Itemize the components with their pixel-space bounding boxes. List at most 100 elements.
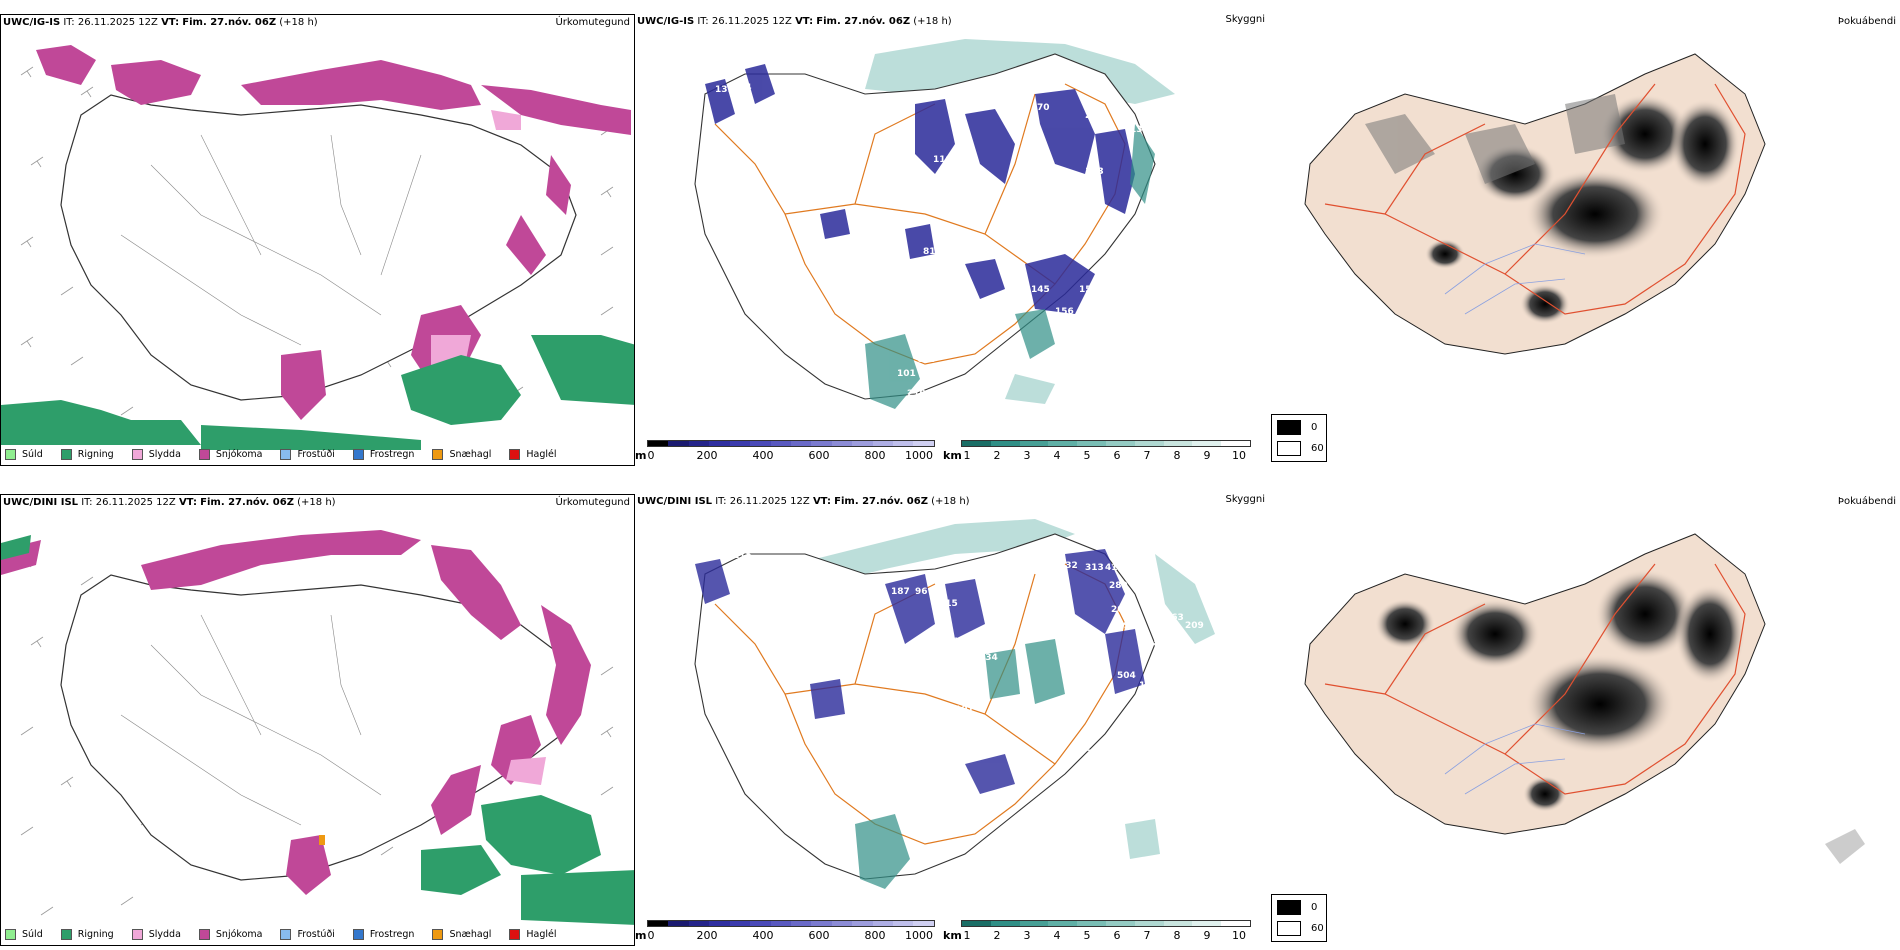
- panel-header: UWC/DINI ISL IT: 26.11.2025 12Z VT: Fim.…: [3, 497, 336, 508]
- panel-header: UWC/DINI ISL IT: 26.11.2025 12Z VT: Fim.…: [637, 496, 970, 507]
- panel-precip-type-bottom: UWC/DINI ISL IT: 26.11.2025 12Z VT: Fim.…: [0, 494, 635, 946]
- vis-areas: [855, 639, 1065, 889]
- ceiling-label: 82: [897, 155, 910, 165]
- it-label: IT:: [81, 497, 93, 508]
- rain-areas: [1, 535, 634, 925]
- panel-precip-type-top: UWC/IG-IS IT: 26.11.2025 12Z VT: Fim. 27…: [0, 14, 635, 466]
- precip-map-top: [1, 45, 634, 450]
- visibility-tick: 9: [1203, 929, 1211, 942]
- lead-time: (+18 h): [913, 16, 952, 27]
- legend-swatch: [5, 929, 16, 940]
- legend-swatch: [60, 929, 72, 940]
- lead-time: (+18 h): [931, 496, 970, 507]
- ceiling-tick: 800: [864, 929, 886, 942]
- fog-swatch-dark: [1277, 420, 1301, 435]
- ceiling-label: 198: [1127, 775, 1146, 785]
- ceiling-label: 118: [795, 661, 814, 671]
- ceiling-label: 291: [917, 877, 936, 887]
- ceiling-label: 148: [1083, 299, 1102, 309]
- visibility-tick: 7: [1143, 929, 1151, 942]
- legend-swatch: [509, 449, 521, 460]
- ceiling-label: 146: [1161, 715, 1180, 725]
- ceiling-label: 189: [1111, 621, 1130, 631]
- ceiling-label: 123: [1053, 333, 1072, 343]
- ceiling-label: 35: [951, 169, 964, 179]
- model-name: UWC/DINI ISL: [3, 497, 79, 508]
- ceiling-bar: [647, 920, 935, 927]
- it-label: IT:: [715, 496, 727, 507]
- visibility-tick: 2: [993, 929, 1001, 942]
- ceiling-label: 81: [923, 247, 936, 257]
- ceiling-label: 247: [961, 673, 980, 683]
- ceiling-label: 83: [1133, 241, 1146, 251]
- hail-areas: [319, 835, 325, 845]
- visibility-bar: [961, 920, 1251, 927]
- ceiling-label: 226: [1043, 543, 1062, 553]
- ceiling-label: 137: [1147, 687, 1166, 697]
- ceiling-label: 14: [739, 83, 752, 93]
- ceiling-tick: 200: [696, 929, 718, 942]
- ceiling-label: 210: [907, 389, 926, 399]
- ceiling-label: 262: [1069, 789, 1088, 799]
- valid-time: Fim. 27.nóv. 06Z: [816, 16, 911, 27]
- panel-header: UWC/IG-IS IT: 26.11.2025 12Z VT: Fim. 27…: [637, 16, 952, 27]
- ceiling-label: 156: [1055, 307, 1074, 317]
- ceiling-unit: m: [635, 929, 647, 942]
- visibility-tick: 8: [1173, 929, 1181, 942]
- vt-label: VT:: [812, 496, 831, 507]
- visibility-tick: 10: [1232, 449, 1246, 462]
- ceiling-colorbar: m 0 200 400 600 800 1000: [635, 920, 935, 944]
- legend-item: Slydda: [131, 449, 181, 460]
- visibility-tick: 9: [1203, 449, 1211, 462]
- ceiling-label: 616: [917, 355, 936, 365]
- panel-fog-top: Þokuábendi 0 60: [1265, 14, 1900, 466]
- ceiling-label: 299: [1073, 807, 1092, 817]
- legend-swatch: [131, 929, 143, 940]
- ceiling-label: 70: [1037, 103, 1050, 113]
- visibility-tick: 3: [1023, 929, 1031, 942]
- ceiling-label: 101: [923, 635, 942, 645]
- legend-item: Haglél: [509, 929, 557, 940]
- valid-time: Fim. 27.nóv. 06Z: [834, 496, 928, 507]
- ceiling-label: 504: [1117, 671, 1136, 681]
- ceiling-label: 242: [1081, 645, 1100, 655]
- vis-areas: [865, 124, 1155, 409]
- ceiling-label: 118: [811, 265, 830, 275]
- ceiling-tick: 400: [752, 929, 774, 942]
- legend-item: Snjókoma: [198, 449, 262, 460]
- ceiling-label: 248: [977, 637, 996, 647]
- iceland-outline: [694, 533, 1156, 880]
- init-time: 26.11.2025 12Z: [729, 496, 810, 507]
- legend-item: Frostregn: [352, 929, 414, 940]
- vt-label: VT:: [161, 17, 180, 28]
- fog-map-bottom: [1304, 533, 1865, 864]
- ceiling-label: 123: [1085, 167, 1104, 177]
- ceiling-label: 101: [897, 369, 916, 379]
- legend-item: Snæhagl: [432, 929, 491, 940]
- fog-dark: [1375, 569, 1745, 812]
- ceiling-label: 115: [939, 599, 958, 609]
- ceiling-label: 140: [1121, 723, 1140, 733]
- ceiling-label: 151: [1103, 213, 1122, 223]
- ceiling-label: 232: [1059, 561, 1078, 571]
- ceiling-label: 187: [891, 587, 910, 597]
- ceiling-label: 202: [1087, 749, 1106, 759]
- ceiling-label: 159: [763, 567, 782, 577]
- legend-swatch: [280, 449, 292, 460]
- ceiling-label: 120: [1139, 681, 1158, 691]
- ceiling-label: 152: [1079, 285, 1098, 295]
- visibility-tick: 10: [1232, 929, 1246, 942]
- fog-swatch-dark: [1277, 900, 1301, 915]
- legend-swatch: [432, 929, 444, 940]
- ceiling-label: 156: [1023, 755, 1042, 765]
- ceiling-label: 107: [1133, 277, 1152, 287]
- legend-swatch: [432, 449, 444, 460]
- model-name: UWC/IG-IS: [637, 16, 695, 27]
- visibility-tick: 8: [1173, 449, 1181, 462]
- ceiling-tick: 600: [808, 929, 830, 942]
- rivers: [1444, 723, 1586, 795]
- init-time: 26.11.2025 12Z: [95, 497, 176, 508]
- ceiling-label: 163: [1165, 613, 1184, 623]
